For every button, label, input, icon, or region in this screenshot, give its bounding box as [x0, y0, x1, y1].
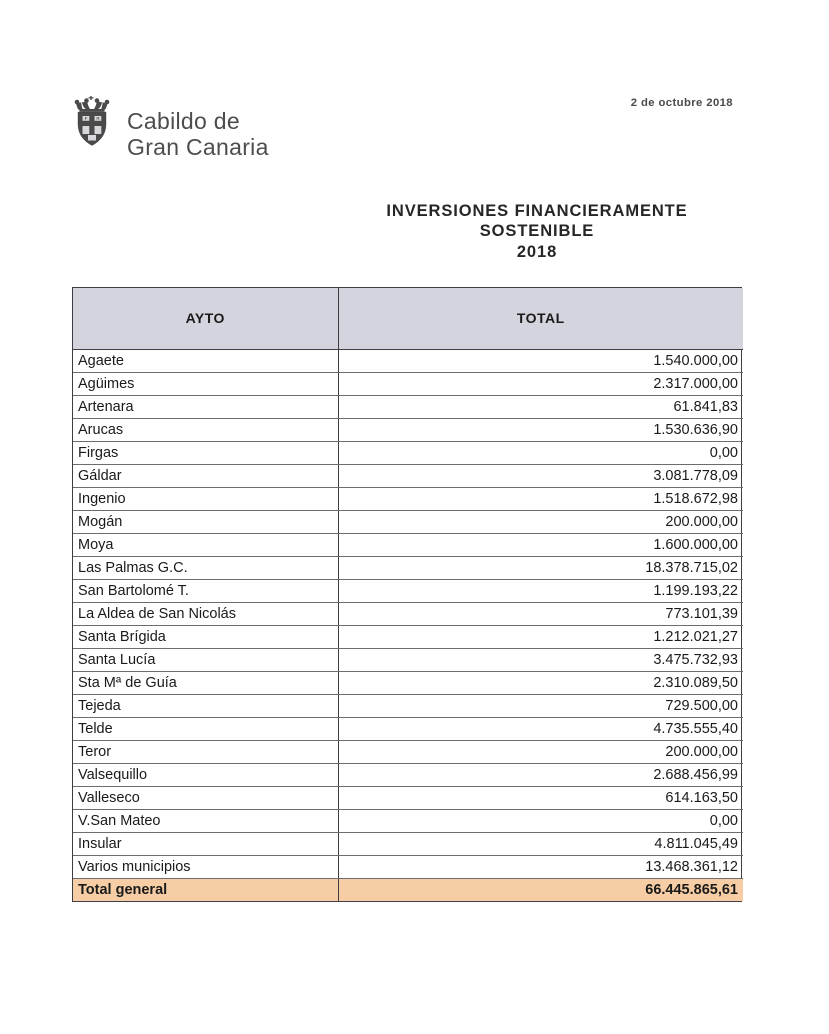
svg-text:F: F: [85, 116, 88, 121]
